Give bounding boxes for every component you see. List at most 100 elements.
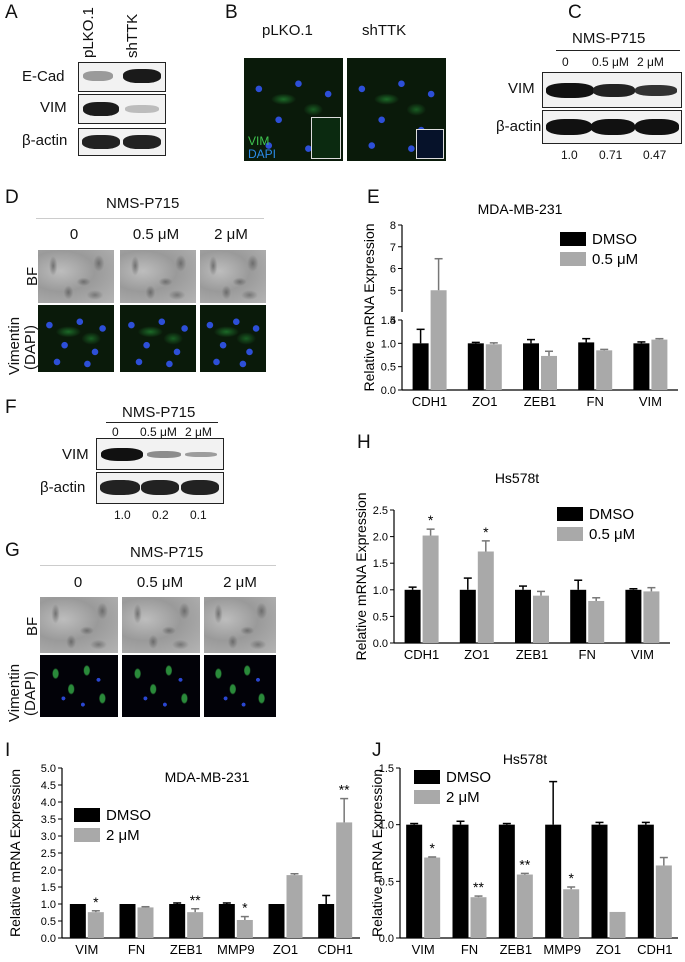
bar-treated bbox=[236, 919, 253, 938]
bar-control bbox=[523, 343, 539, 390]
y-tick-label: 1.0 bbox=[41, 899, 56, 911]
bar-control bbox=[318, 904, 335, 938]
bar-control bbox=[637, 824, 654, 938]
bar-control bbox=[69, 904, 86, 938]
x-tick-label: ZEB1 bbox=[170, 942, 203, 957]
if-g-dose-2: 2 μM bbox=[223, 574, 257, 591]
bf-g-0 bbox=[40, 597, 118, 653]
legend-swatch bbox=[414, 770, 440, 784]
chart-title: MDA-MB-231 bbox=[165, 769, 250, 785]
significance-mark: * bbox=[242, 900, 248, 916]
legend-swatch bbox=[560, 232, 586, 246]
blot-f-dose-05: 0.5 μM bbox=[140, 425, 177, 439]
significance-mark: * bbox=[483, 524, 489, 540]
bf-d-2 bbox=[200, 250, 266, 303]
legend-swatch bbox=[74, 828, 100, 842]
bar-treated bbox=[533, 595, 549, 643]
bar-control bbox=[625, 589, 642, 643]
blot-f-quant-05: 0.2 bbox=[152, 508, 169, 522]
y-tick-label: 0.5 bbox=[379, 876, 394, 888]
panel-letter-c: C bbox=[568, 2, 582, 23]
if-d-dose-2: 2 μM bbox=[214, 226, 248, 243]
bar-control bbox=[591, 824, 608, 938]
bar-treated bbox=[187, 912, 204, 938]
y-tick-label: 7 bbox=[390, 242, 396, 254]
legend-swatch bbox=[74, 808, 100, 822]
chart-title: Hs578t bbox=[495, 470, 539, 486]
significance-mark: * bbox=[568, 870, 574, 886]
blot-c-quant-0: 1.0 bbox=[561, 148, 578, 162]
significance-mark: ** bbox=[473, 879, 484, 895]
significance-mark: * bbox=[428, 512, 434, 528]
y-tick-label: 0.0 bbox=[379, 933, 394, 945]
y-tick-label: 4.0 bbox=[41, 797, 56, 809]
bar-control bbox=[406, 824, 423, 938]
panel-letter-g: G bbox=[5, 540, 20, 561]
panel-letter-a: A bbox=[5, 2, 18, 23]
blot-f-row-bactin: β-actin bbox=[40, 479, 86, 496]
legend-label: 2 μM bbox=[106, 827, 140, 844]
blot-a-bactin-strip bbox=[78, 128, 166, 156]
y-axis-label: Relative mRNA Expression bbox=[361, 223, 377, 391]
bar-treated bbox=[424, 857, 441, 938]
legend-label: 0.5 μM bbox=[592, 251, 638, 268]
if-d-dose-0: 0 bbox=[69, 226, 79, 243]
bar-control bbox=[570, 589, 587, 643]
bar-treated bbox=[651, 339, 668, 390]
fl-d-2 bbox=[200, 305, 266, 372]
legend-label: DMSO bbox=[446, 769, 491, 786]
blot-f-bracket bbox=[106, 422, 218, 423]
x-tick-label: CDH1 bbox=[317, 942, 352, 957]
blot-a-vim-strip bbox=[78, 94, 166, 124]
blot-c-treatment: NMS-P715 bbox=[572, 30, 646, 47]
blot-f-dose-0: 0 bbox=[112, 425, 119, 439]
bar-control bbox=[467, 343, 484, 390]
blot-c-quant-2: 0.47 bbox=[643, 148, 667, 162]
chart-h: 0.0 0.5 1.0 1.5 2.0 2.5 Relative mRNA Expressi… bbox=[353, 470, 670, 662]
legend-swatch bbox=[560, 252, 586, 266]
y-tick-label: 0.0 bbox=[381, 385, 396, 397]
if-b-legend-dapi: DAPI bbox=[248, 147, 277, 161]
blot-a-row-ecad: E-Cad bbox=[22, 68, 65, 85]
x-tick-label: ZEB1 bbox=[500, 942, 533, 957]
bar-treated bbox=[137, 907, 154, 938]
blot-f-dose-2: 2 μM bbox=[185, 425, 212, 439]
bar-treated bbox=[643, 591, 660, 643]
x-tick-label: MMP9 bbox=[543, 942, 581, 957]
y-tick-label: 1.5 bbox=[373, 558, 388, 570]
y-tick-label: 3.0 bbox=[41, 831, 56, 843]
significance-mark: * bbox=[93, 894, 99, 910]
legend-label: DMSO bbox=[592, 231, 637, 248]
panel-letter-d: D bbox=[5, 187, 19, 208]
blot-f-quant-2: 0.1 bbox=[190, 508, 207, 522]
x-tick-label: ZEB1 bbox=[524, 394, 557, 409]
x-tick-label: VIM bbox=[631, 647, 654, 662]
x-tick-label: ZO1 bbox=[472, 394, 497, 409]
bar-control bbox=[119, 904, 136, 938]
y-tick-label: 1.0 bbox=[373, 585, 388, 597]
fl-d-0 bbox=[38, 305, 114, 372]
panel-letter-f: F bbox=[5, 397, 17, 418]
x-tick-label: CDH1 bbox=[637, 942, 672, 957]
y-tick-label: 1.0 bbox=[379, 820, 394, 832]
if-g-treatment: NMS-P715 bbox=[130, 544, 204, 561]
if-b-col-shttk: shTTK bbox=[362, 22, 407, 39]
bar-treated bbox=[336, 822, 353, 938]
bar-treated bbox=[541, 355, 557, 390]
fl-g-05 bbox=[122, 655, 200, 717]
if-d-row-vim: Vimentin bbox=[6, 316, 23, 375]
x-tick-label: ZEB1 bbox=[516, 647, 549, 662]
x-tick-label: CDH1 bbox=[412, 394, 447, 409]
blot-c-quant-05: 0.71 bbox=[599, 148, 623, 162]
y-tick-label: 0.5 bbox=[41, 916, 56, 928]
if-b-legend-vim: VIM bbox=[248, 134, 270, 148]
bar-treated bbox=[655, 865, 672, 938]
y-axis-label: Relative mRNA Expression bbox=[370, 769, 385, 937]
bar-treated bbox=[588, 600, 605, 643]
legend-label: 0.5 μM bbox=[589, 526, 635, 543]
if-d-row-dapi: (DAPI) bbox=[22, 325, 39, 370]
bar-treated bbox=[609, 911, 626, 938]
y-tick-label: 1.5 bbox=[381, 315, 396, 327]
y-tick-label: 8 bbox=[390, 220, 396, 232]
blot-f-vim-strip bbox=[96, 438, 224, 470]
